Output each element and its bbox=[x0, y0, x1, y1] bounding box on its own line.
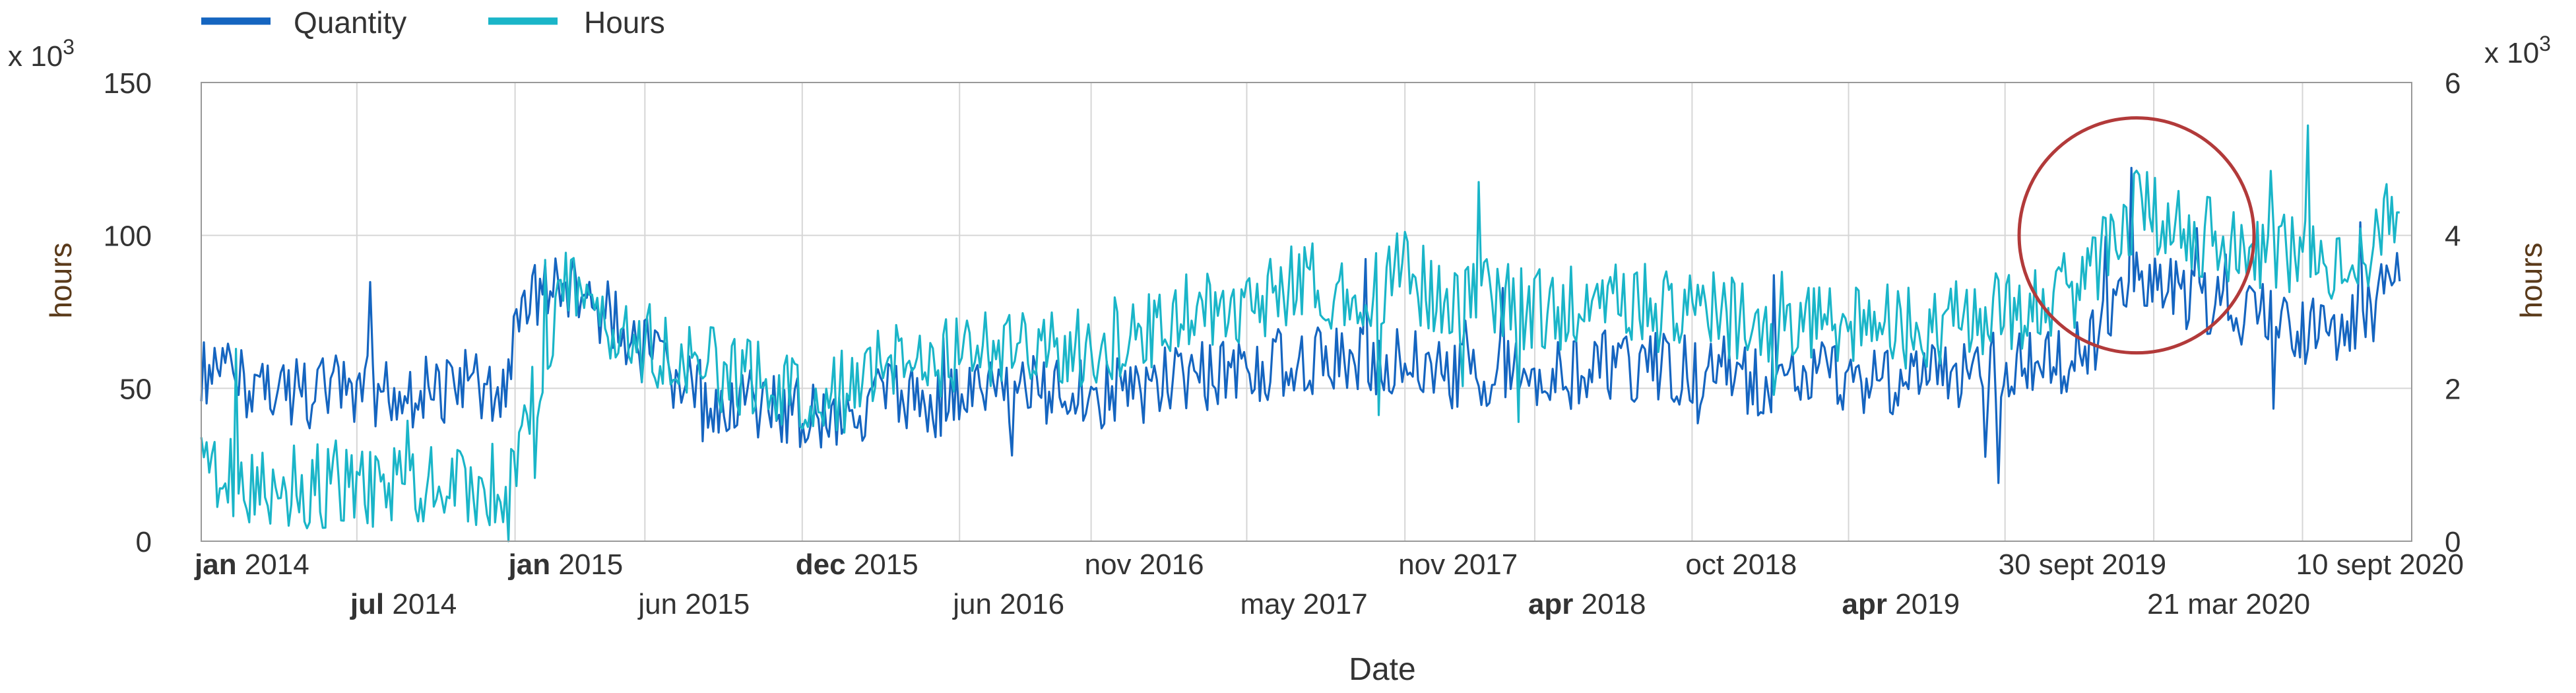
y-left-tick-label: 0 bbox=[136, 526, 152, 558]
y-right-tick-label: 6 bbox=[2445, 67, 2461, 100]
x-tick-label: oct 2018 bbox=[1685, 548, 1797, 581]
x-tick-label: jul 2014 bbox=[350, 588, 457, 620]
highlight-circle bbox=[2017, 116, 2256, 355]
x-tick-label: nov 2017 bbox=[1398, 548, 1518, 581]
x-tick-label: jan 2015 bbox=[508, 548, 624, 581]
series-line-hours bbox=[200, 124, 2400, 543]
y-left-tick-label: 50 bbox=[119, 373, 152, 405]
x-tick-label: apr 2019 bbox=[1842, 588, 1960, 620]
plot-frame bbox=[201, 82, 2412, 542]
right-axis-multiplier: x 103 bbox=[2484, 32, 2551, 69]
x-tick-label: jan 2014 bbox=[194, 548, 309, 581]
legend: Quantity Hours bbox=[201, 5, 665, 40]
x-tick-label: nov 2016 bbox=[1085, 548, 1204, 581]
x-axis-title: Date bbox=[1349, 652, 1415, 687]
right-axis-title: hours bbox=[2514, 242, 2548, 318]
legend-label-hours: Hours bbox=[584, 5, 665, 40]
x-tick-label: 10 sept 2020 bbox=[2296, 548, 2464, 581]
x-tick-label: may 2017 bbox=[1240, 588, 1367, 620]
y-right-tick-label: 2 bbox=[2445, 373, 2461, 405]
x-tick-label: jun 2015 bbox=[637, 588, 750, 620]
gridlines bbox=[201, 82, 2412, 542]
x-tick-label: apr 2018 bbox=[1528, 588, 1646, 620]
series-lines bbox=[200, 124, 2401, 543]
left-axis-multiplier: x 103 bbox=[8, 35, 75, 73]
series-line-quantity bbox=[200, 166, 2401, 484]
y-left-tick-label: 150 bbox=[104, 67, 152, 100]
y-right-tick-label: 0 bbox=[2445, 526, 2461, 558]
y-left-tick-label: 100 bbox=[104, 220, 152, 253]
x-tick-label: 30 sept 2019 bbox=[1999, 548, 2166, 581]
x-tick-label: dec 2015 bbox=[796, 548, 918, 581]
x-tick-label: jun 2016 bbox=[951, 588, 1064, 620]
annotations bbox=[2017, 116, 2256, 355]
left-axis-title: hours bbox=[44, 242, 78, 318]
x-tick-label: 21 mar 2020 bbox=[2147, 588, 2310, 620]
legend-label-quantity: Quantity bbox=[294, 5, 406, 40]
y-right-tick-label: 4 bbox=[2445, 220, 2461, 253]
axis-ticks: 0 50 100 150 0 2 4 6 jan 2014 jul 2014 jan 2015 jun… bbox=[104, 67, 2464, 620]
